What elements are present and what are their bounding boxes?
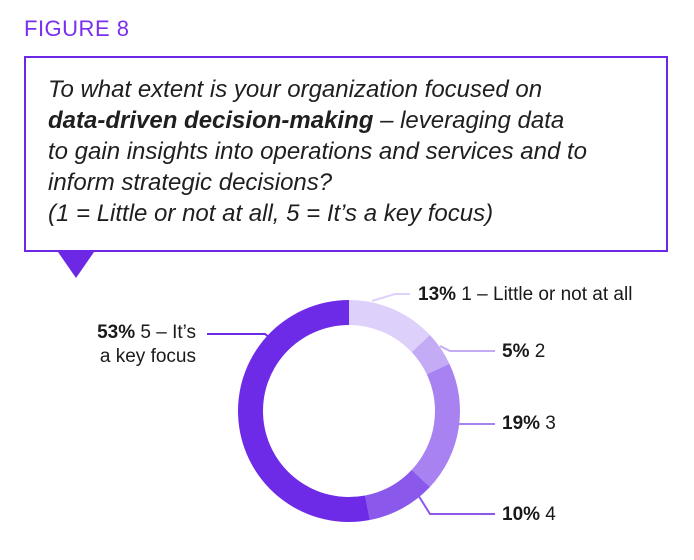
figure-label: FIGURE 8 xyxy=(24,16,130,41)
question-line-5: (1 = Little or not at all, 5 = It’s a ke… xyxy=(48,200,494,227)
leader-line-1 xyxy=(371,293,410,302)
leader-lines xyxy=(207,293,495,515)
slice-3 xyxy=(411,363,460,487)
question-box: To what extent is your organization focu… xyxy=(24,56,668,252)
question-line-1: To what extent is your organization focu… xyxy=(48,76,543,103)
question-pointer xyxy=(58,252,94,278)
question-line-2: data-driven decision-making – leveraging… xyxy=(48,105,658,136)
slice-1 xyxy=(349,300,430,353)
slice-pct-1: 13% xyxy=(418,284,456,305)
question-emphasis: data-driven decision-making xyxy=(48,107,374,134)
leader-line-2 xyxy=(439,345,495,352)
slice-name-1: 1 – Little or not at all xyxy=(456,284,632,305)
slice-pct-2: 5% xyxy=(502,341,530,362)
slice-5 xyxy=(237,300,370,522)
slice-label-3: 19% 3 xyxy=(502,413,556,434)
slice-name-5: 5 – It’s xyxy=(135,322,196,343)
question-text: To what extent is your organization focu… xyxy=(48,74,658,229)
slice-name-3: 3 xyxy=(540,413,556,434)
slice-2 xyxy=(411,335,450,375)
slice-labels: 13% 1 – Little or not at all 5% 2 19% 3 10%… xyxy=(97,284,632,525)
slice-name-2: 2 xyxy=(529,341,545,362)
slice-label-5: 53% 5 – It’s a key focus xyxy=(97,322,196,367)
donut-slices xyxy=(237,300,460,522)
slice-name-line2-5: a key focus xyxy=(100,346,196,367)
slice-label-4: 10% 4 xyxy=(502,504,556,525)
slice-label-2: 5% 2 xyxy=(502,341,545,362)
slice-name-4: 4 xyxy=(540,504,556,525)
slice-4 xyxy=(365,469,430,521)
slice-pct-3: 19% xyxy=(502,413,540,434)
slice-pct-5: 53% xyxy=(97,322,135,343)
leader-line-5 xyxy=(207,333,271,339)
slice-pct-4: 10% xyxy=(502,504,540,525)
slice-label-1: 13% 1 – Little or not at all xyxy=(418,284,632,305)
leader-line-4 xyxy=(414,489,495,515)
question-line-3: to gain insights into operations and ser… xyxy=(48,138,588,165)
question-line-4: inform strategic decisions? xyxy=(48,169,333,196)
question-line-2-rest: – leveraging data xyxy=(373,107,565,134)
